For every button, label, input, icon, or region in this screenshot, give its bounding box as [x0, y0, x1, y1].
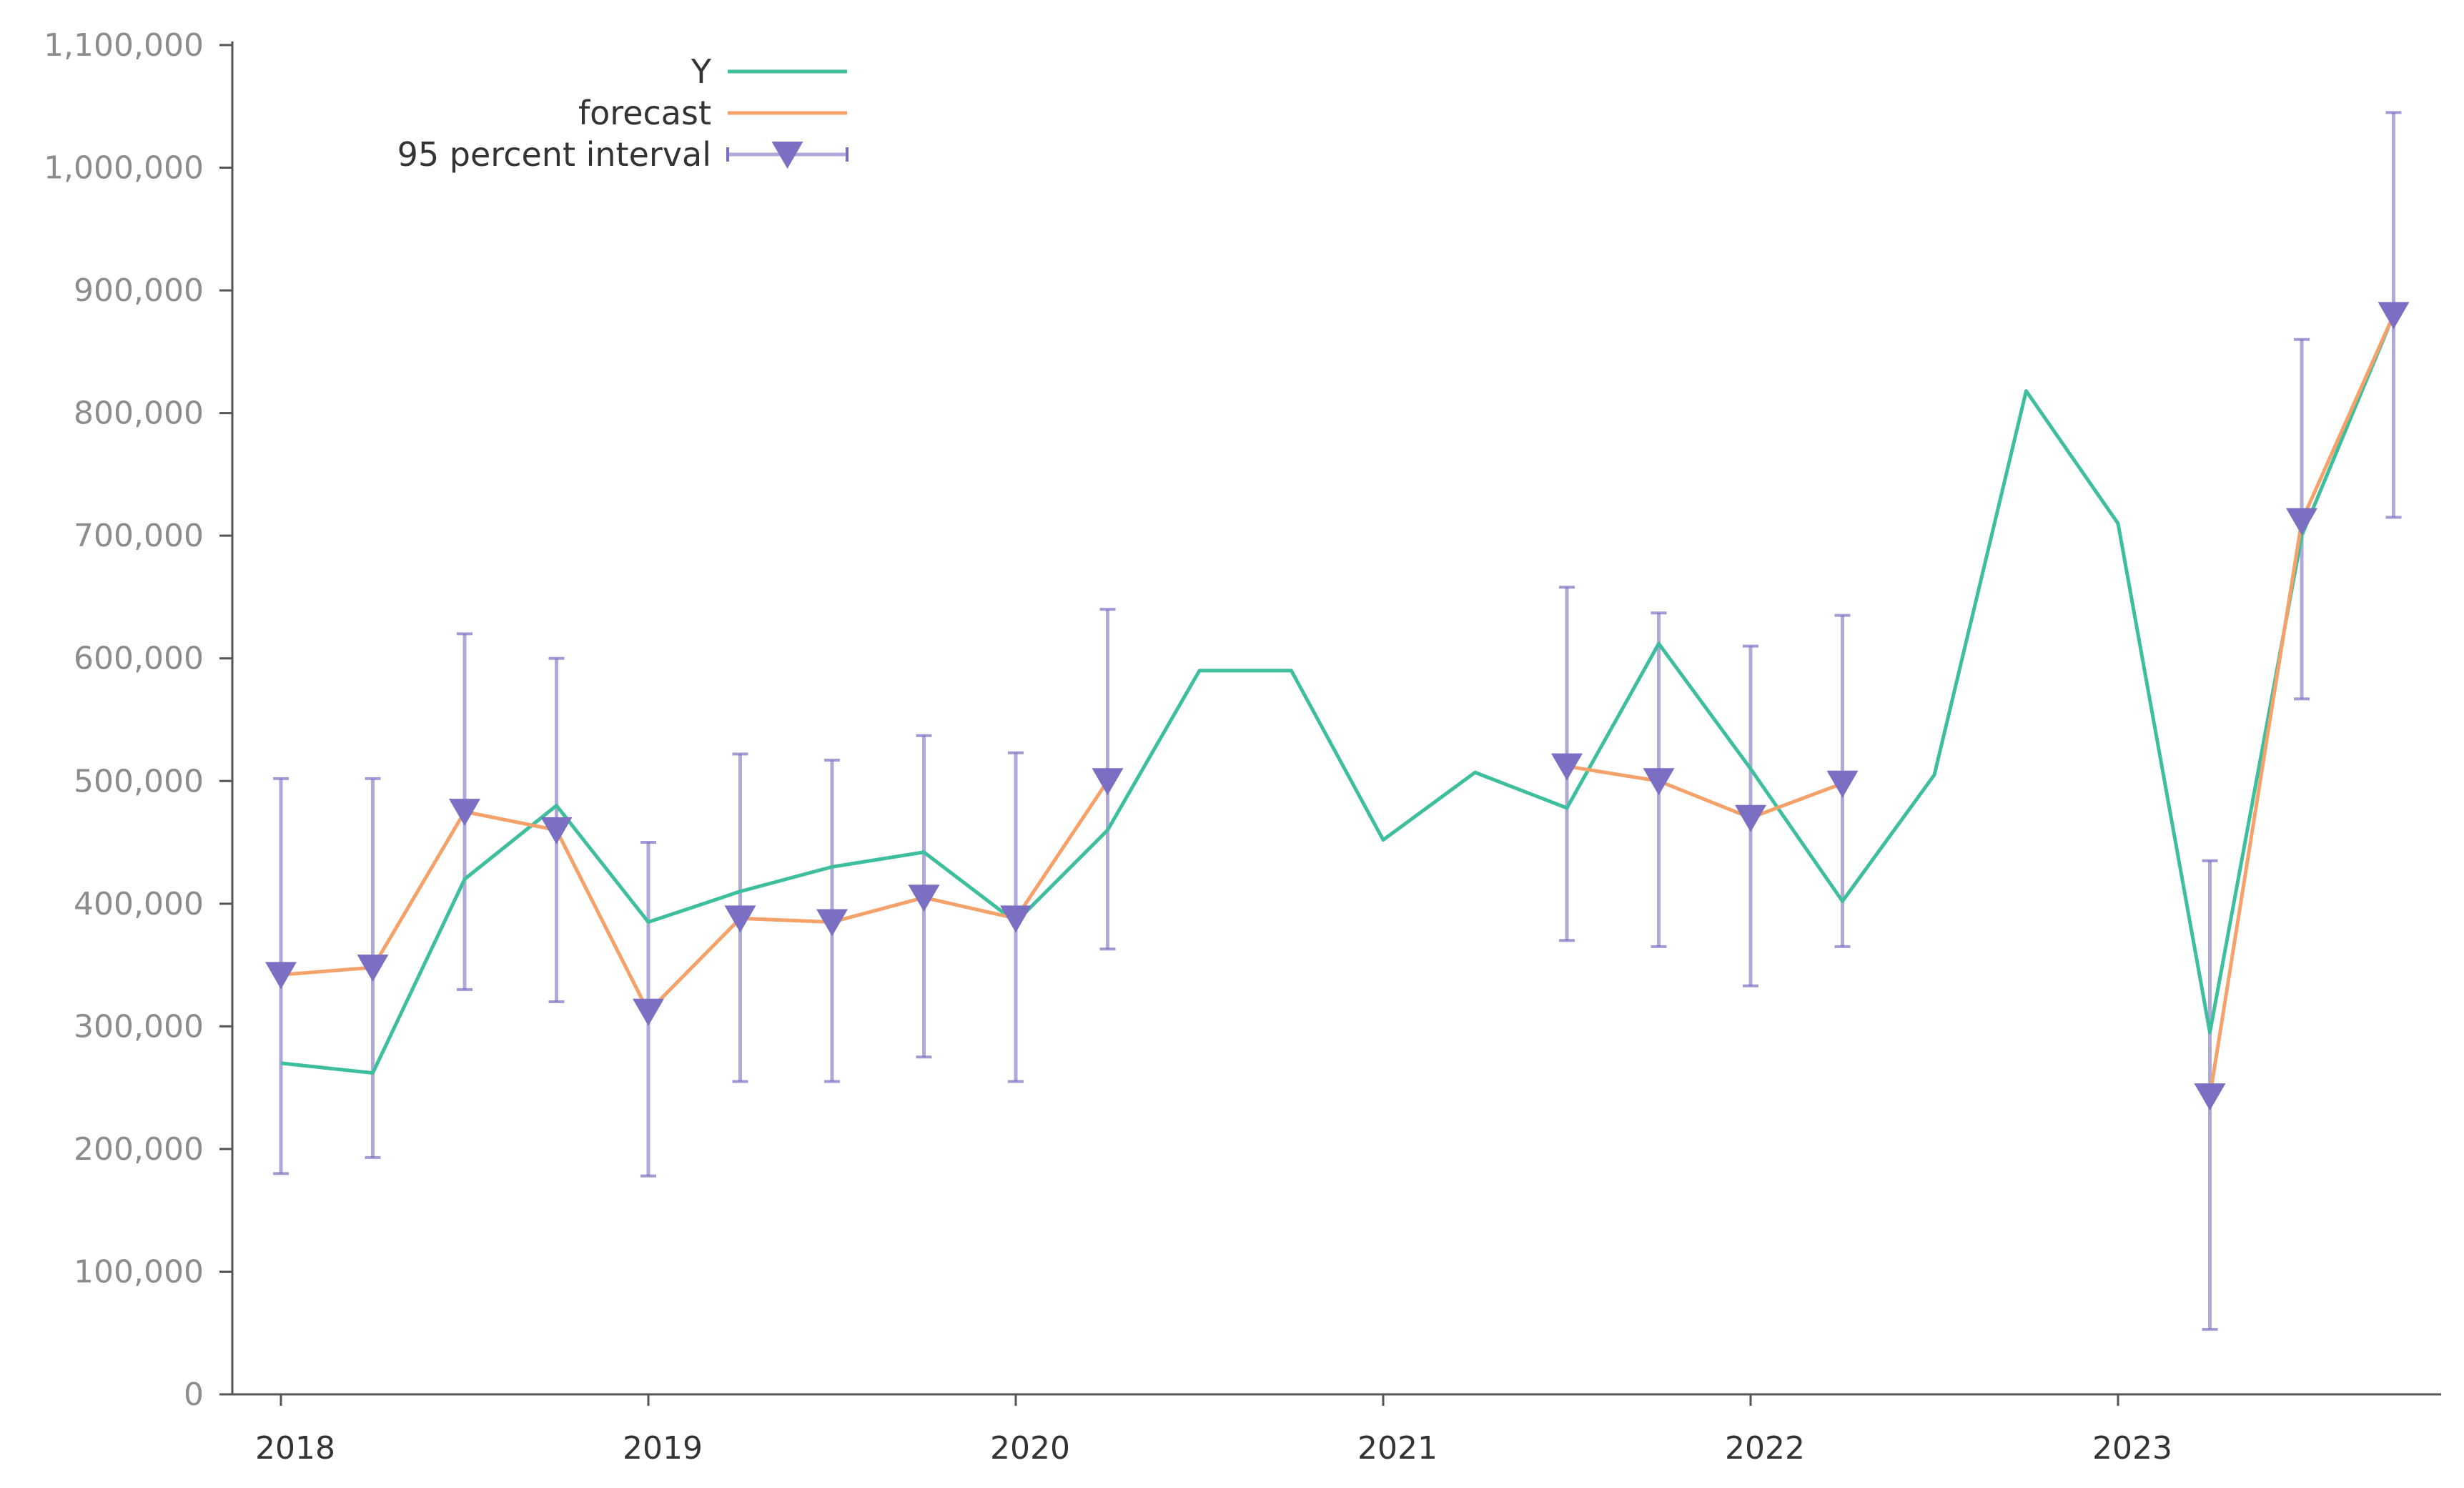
y-tick-label: 800,000: [74, 395, 204, 432]
legend-label-forecast: forecast: [578, 94, 711, 132]
y-tick-label: 500,000: [74, 763, 204, 799]
interval-marker: [2378, 302, 2410, 330]
interval-marker: [1000, 905, 1031, 933]
y-tick-label: 1,000,000: [44, 150, 204, 187]
y-tick-label: 700,000: [74, 518, 204, 554]
series-line-forecast: [1566, 764, 1844, 820]
series-line-y: [280, 314, 2395, 1075]
interval-marker: [1551, 753, 1583, 781]
interval-marker: [2194, 1083, 2226, 1111]
x-tick-label: 2020: [990, 1430, 1070, 1467]
interval-marker: [1735, 804, 1766, 832]
interval-errorbars: [273, 111, 2402, 1331]
interval-marker: [724, 905, 756, 933]
interval-marker: [2286, 508, 2317, 536]
y-tick-label: 600,000: [74, 641, 204, 677]
series-line-forecast: [280, 779, 1109, 1014]
legend-swatch-interval-marker: [771, 142, 803, 169]
interval-marker: [357, 955, 389, 982]
interval-marker: [1826, 770, 1859, 798]
y-axis-ticks: 0 100,000 200,000 300,000 400,000 500,000 600,…: [44, 27, 232, 1413]
x-tick-label: 2023: [2092, 1430, 2172, 1467]
x-tick-label: 2021: [1357, 1430, 1438, 1467]
x-axis-ticks: 2018 2019 2020 2021 2022 2023: [255, 1394, 2172, 1467]
y-tick-label: 200,000: [74, 1131, 204, 1168]
interval-marker: [1643, 768, 1675, 796]
series-lines: [280, 314, 2395, 1097]
y-tick-label: 100,000: [74, 1253, 204, 1290]
interval-marker: [540, 817, 573, 844]
x-tick-label: 2018: [255, 1430, 335, 1467]
interval-markers: [265, 302, 2410, 1111]
interval-marker: [1092, 768, 1124, 796]
interval-marker: [816, 909, 848, 937]
legend-label-interval: 95 percent interval: [397, 135, 711, 174]
y-tick-label: 0: [184, 1376, 204, 1413]
legend-label-y: Y: [691, 52, 712, 91]
interval-marker: [633, 998, 664, 1026]
y-tick-label: 1,100,000: [44, 27, 204, 64]
x-tick-label: 2019: [623, 1430, 703, 1467]
legend: Y forecast 95 percent interval: [397, 52, 848, 174]
y-tick-label: 400,000: [74, 886, 204, 922]
interval-marker: [908, 885, 940, 912]
interval-marker: [449, 799, 480, 827]
x-tick-label: 2022: [1725, 1430, 1805, 1467]
y-tick-label: 900,000: [74, 272, 204, 309]
interval-marker: [265, 962, 297, 990]
y-tick-label: 300,000: [74, 1008, 204, 1045]
